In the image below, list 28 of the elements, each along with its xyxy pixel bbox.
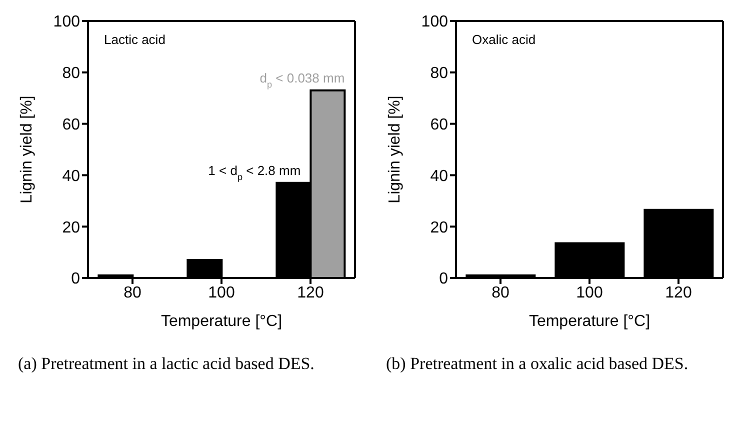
y-tick-label: 100 bbox=[53, 14, 80, 31]
y-tick-label: 40 bbox=[62, 168, 80, 185]
annotation: Oxalic acid bbox=[472, 32, 536, 47]
x-axis-title: Temperature [°C] bbox=[528, 313, 650, 330]
y-tick-label: 60 bbox=[430, 116, 448, 134]
x-tick-label: 80 bbox=[492, 284, 510, 302]
annotation: Lactic acid bbox=[104, 32, 166, 47]
x-tick-label: 100 bbox=[576, 284, 603, 302]
x-axis-title: Temperature [°C] bbox=[160, 313, 282, 330]
y-tick-label: 0 bbox=[439, 270, 448, 288]
y-tick-label: 20 bbox=[62, 219, 80, 236]
y-tick-label: 80 bbox=[62, 65, 80, 82]
y-tick-label: 60 bbox=[62, 116, 80, 134]
y-tick-label: 40 bbox=[430, 168, 448, 185]
series-label: d$_{p}$ < 0.038 mm bbox=[260, 70, 345, 90]
y-axis-title: Lignin yield [%] bbox=[18, 96, 36, 204]
x-tick-label: 120 bbox=[665, 284, 692, 302]
x-tick-label: 100 bbox=[208, 284, 235, 302]
y-tick-label: 0 bbox=[71, 270, 80, 288]
text: (a) Pretreatment in a lactic acid based DES. bbox=[17, 353, 316, 374]
y-tick-label: 80 bbox=[430, 65, 448, 82]
y-tick-label: 20 bbox=[430, 219, 448, 236]
series-label: 1 < d$_{p}$ < 2.8 mm bbox=[208, 162, 301, 182]
x-tick-label: 120 bbox=[297, 284, 324, 302]
x-tick-label: 80 bbox=[124, 284, 142, 302]
y-axis-title: Lignin yield [%] bbox=[386, 96, 404, 204]
y-tick-label: 100 bbox=[421, 14, 448, 31]
text: (b) Pretreatment in a oxalic acid based DES. bbox=[385, 353, 690, 374]
